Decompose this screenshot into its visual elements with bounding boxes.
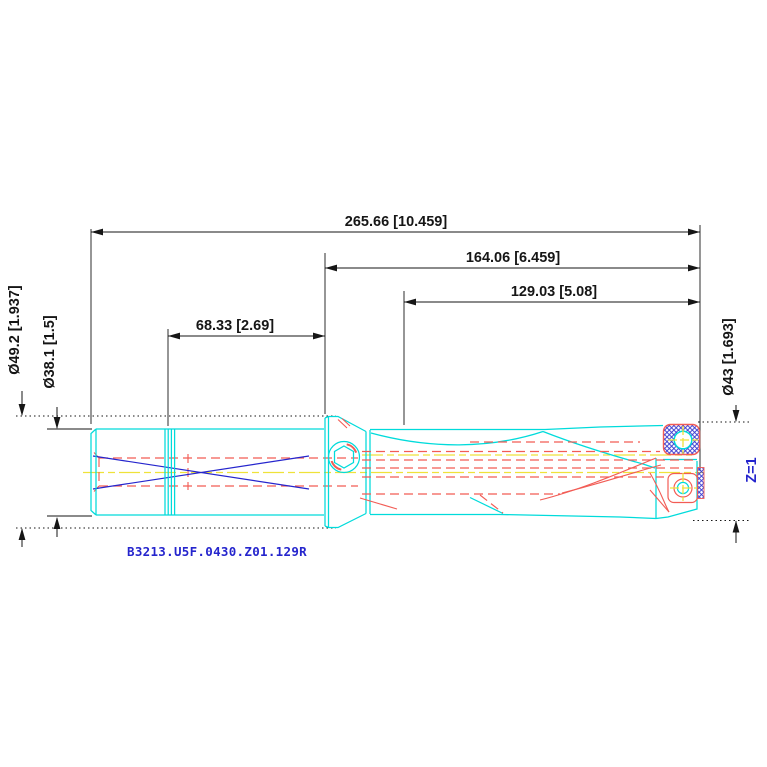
dimension-lines <box>18 228 740 547</box>
tip-flute-curves <box>539 457 670 513</box>
screw-slot-arc <box>330 460 342 471</box>
dim-flute-length-label: 129.03 [5.08] <box>511 284 597 300</box>
collar-chamfer-hidden-line <box>337 418 351 429</box>
insert-center-mark <box>668 426 698 454</box>
dim-usable-length-label: 164.06 [6.459] <box>466 250 560 266</box>
screw-slot-arc <box>346 443 358 454</box>
insert-top <box>662 423 701 456</box>
insert-pocket-bottom <box>667 472 699 504</box>
insert-center-mark <box>670 473 697 501</box>
flute-helix-line <box>469 496 504 515</box>
shank-outline <box>90 428 324 516</box>
dim-shank-diameter-label: Ø38.1 [1.5] <box>42 315 58 389</box>
part-number-label: B3213.U5F.0430.Z01.129R <box>127 544 307 559</box>
dim-collar-diameter-label: Ø49.2 [1.937] <box>7 285 23 375</box>
flute-helix-line <box>370 430 544 446</box>
dim-shank-groove-offset-label: 68.33 [2.69] <box>196 318 274 334</box>
dimension-labels: 265.66 [10.459] 164.06 [6.459] 129.03 [5… <box>7 214 760 559</box>
body-hidden-lines <box>359 441 695 514</box>
extension-lines <box>16 225 749 529</box>
drill-body <box>83 415 705 529</box>
hex-socket-screw <box>327 440 361 474</box>
insert-edge-strip <box>697 467 705 499</box>
dim-cutting-diameter-label: Ø43 [1.693] <box>721 318 737 396</box>
dim-overall-length-label: 265.66 [10.459] <box>345 214 448 230</box>
flute-count-label: Z=1 <box>744 457 760 482</box>
shank-groove <box>164 429 176 515</box>
flute-helix-line <box>542 430 656 469</box>
shank-cross-lines <box>92 455 310 490</box>
